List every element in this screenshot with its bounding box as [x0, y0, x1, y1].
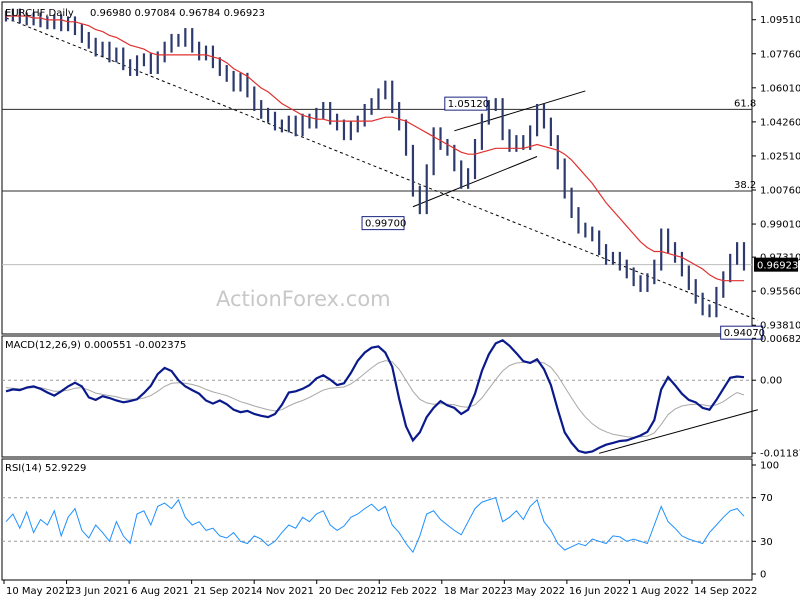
price-tick-label: 1.07760 [760, 49, 800, 60]
x-tick-label: 16 Jun 2022 [569, 586, 629, 597]
price-tick-label: 1.04260 [760, 117, 800, 128]
moving-average-line [6, 15, 744, 282]
macd-line [5, 339, 745, 454]
macd-tick-label: 0.00 [760, 376, 782, 387]
panel-frame-rsi [1, 458, 753, 581]
x-tick-label: 3 May 2022 [506, 586, 565, 597]
rsi-tick-label: 30 [760, 537, 773, 548]
price-tick-label: 0.95560 [760, 287, 800, 298]
fib-level-label: 61.8 [734, 98, 756, 109]
x-tick-label: 18 Mar 2022 [444, 586, 507, 597]
price-annotation-label: 1.05120 [448, 99, 489, 110]
price-trendline [454, 90, 586, 132]
macd-title: MACD(12,26,9) 0.000551 -0.002375 [5, 340, 186, 351]
watermark: ActionForex.com [216, 287, 391, 311]
price-annotation-box [720, 325, 764, 340]
fib-level-label: 38.2 [734, 180, 756, 191]
current-price-label: 0.96923 [757, 261, 798, 272]
price-annotation-label: 0.94070 [724, 328, 765, 339]
panel-frame-macd [1, 335, 753, 458]
x-tick-label: 6 Aug 2021 [131, 586, 189, 597]
macd-signal-line [5, 360, 745, 438]
macd-trendline [599, 409, 758, 454]
x-tick-label: 2 Feb 2022 [381, 586, 437, 597]
price-trendline [5, 17, 758, 321]
x-tick-label: 4 Nov 2021 [256, 586, 314, 597]
price-annotation-label: 0.99700 [365, 219, 406, 230]
price-tick-label: 1.02510 [760, 151, 800, 162]
macd-tick-label: 0.006823 [760, 334, 800, 345]
price-tick-label: 0.99010 [760, 220, 800, 231]
rsi-tick-label: 100 [760, 461, 779, 472]
x-tick-label: 10 May 2021 [6, 586, 71, 597]
x-tick-label: 20 Dec 2021 [319, 586, 383, 597]
price-tick-label: 0.93810 [760, 321, 800, 332]
x-tick-label: 23 Jun 2021 [69, 586, 129, 597]
rsi-title: RSI(14) 52.9229 [5, 463, 86, 474]
price-tick-label: 1.09510 [760, 15, 800, 26]
x-tick-label: 21 Sep 2021 [194, 586, 257, 597]
rsi-line [5, 497, 745, 554]
price-tick-label: 1.06010 [760, 83, 800, 94]
price-trendline [412, 156, 538, 208]
chart-header-symbol: EURCHF,Daily [5, 8, 74, 19]
rsi-tick-label: 0 [760, 570, 766, 581]
price-annotation-box [444, 96, 488, 111]
price-tick-label: 1.00760 [760, 185, 800, 196]
x-tick-label: 1 Aug 2022 [631, 586, 689, 597]
panel-frame-price [1, 1, 753, 335]
current-price-tag [754, 257, 798, 272]
rsi-tick-label: 70 [760, 493, 773, 504]
macd-tick-label: -0.011874 [760, 449, 800, 460]
chart-header-ohlc: 0.96980 0.97084 0.96784 0.96923 [90, 8, 265, 19]
price-annotation-box [361, 216, 405, 231]
x-tick-label: 14 Sep 2022 [694, 586, 757, 597]
